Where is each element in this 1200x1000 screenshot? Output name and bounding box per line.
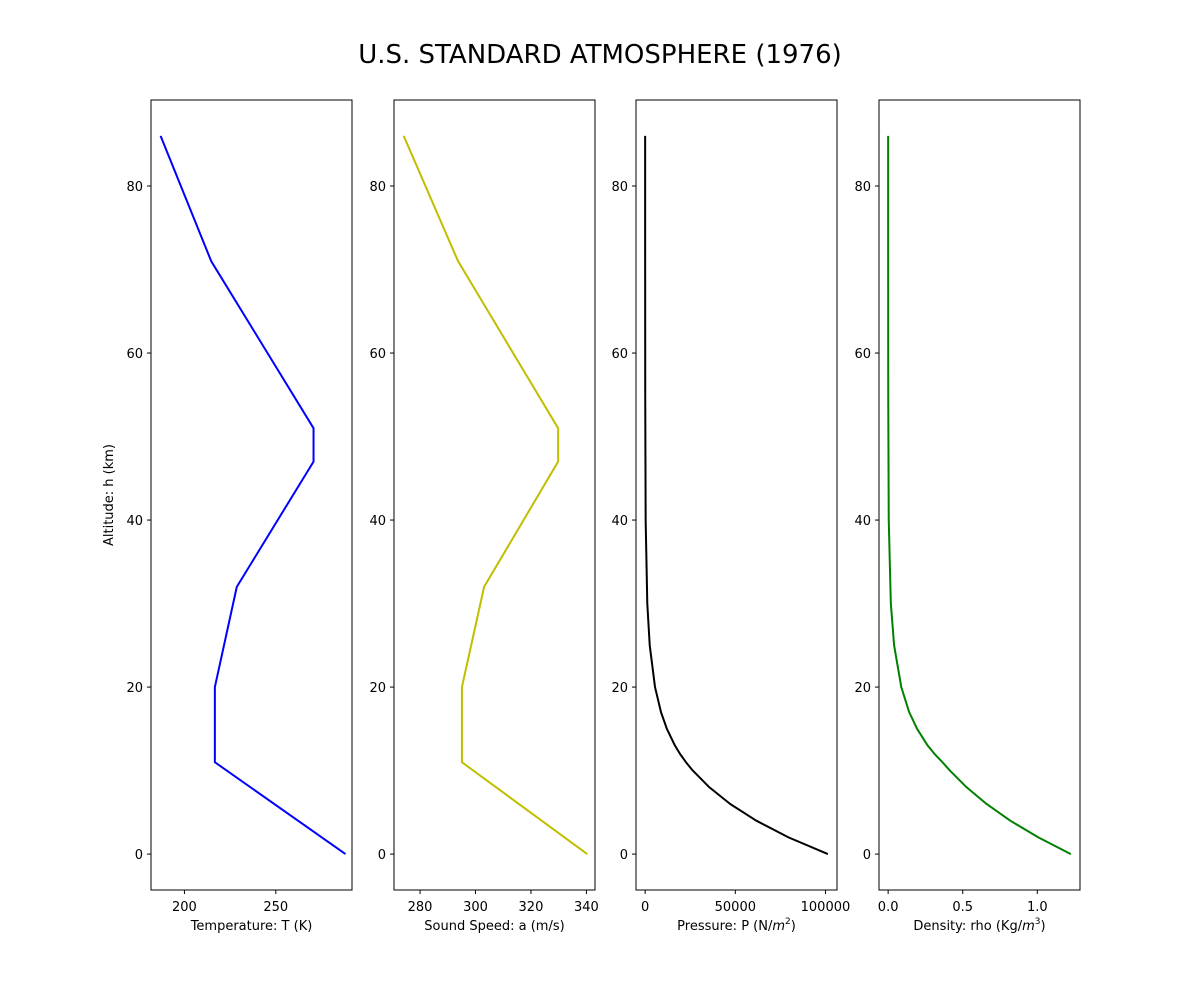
subplot-sound_speed: 280 300 320 340 0 20 40 60 80 Sound Speed: a (m/s… bbox=[369, 99, 599, 934]
sound_speed-y-tick-label: 80 bbox=[369, 180, 386, 195]
pressure-series-line bbox=[644, 135, 829, 856]
density-x-tick-label: 1.0 bbox=[1027, 900, 1048, 915]
sound_speed-x-tick-label: 340 bbox=[574, 900, 599, 915]
pressure-y-tick-label: 40 bbox=[611, 514, 628, 529]
density-y-tick-label: 20 bbox=[854, 681, 871, 696]
temperature-x-axis-label: Temperature: T (K) bbox=[190, 919, 313, 934]
subplot-temperature: 200 250 0 20 40 60 80 Temperature: T (K) Altitud… bbox=[102, 99, 353, 934]
pressure-x-tick-label: 100000 bbox=[801, 900, 851, 915]
temperature-y-axis-label: Altitude: h (km) bbox=[102, 444, 117, 546]
sound_speed-series-line bbox=[402, 135, 588, 855]
temperature-x-tick-label: 250 bbox=[263, 900, 288, 915]
temperature-x-tick-label: 200 bbox=[172, 900, 197, 915]
pressure-y-tick-label: 60 bbox=[611, 347, 628, 362]
temperature-y-tick-label: 80 bbox=[126, 180, 143, 195]
density-y-tick-label: 40 bbox=[854, 514, 871, 529]
sound_speed-x-tick-label: 300 bbox=[463, 900, 488, 915]
sound_speed-x-tick-label: 320 bbox=[519, 900, 544, 915]
sound_speed-x-axis-label: Sound Speed: a (m/s) bbox=[424, 919, 564, 934]
density-axes-frame bbox=[878, 99, 1081, 891]
temperature-y-tick-label: 40 bbox=[126, 514, 143, 529]
pressure-y-tick-label: 0 bbox=[620, 848, 628, 863]
density-series-line bbox=[887, 135, 1072, 855]
temperature-y-tick-label: 20 bbox=[126, 681, 143, 696]
sound_speed-y-tick-label: 40 bbox=[369, 514, 386, 529]
density-x-tick-label: 0.5 bbox=[952, 900, 973, 915]
density-y-tick-label: 80 bbox=[854, 180, 871, 195]
sound_speed-y-tick-label: 0 bbox=[378, 848, 386, 863]
sound_speed-y-tick-label: 20 bbox=[369, 681, 386, 696]
subplot-density: 0.0 0.5 1.0 0 20 40 60 80 Density: rho (Kg/m3) bbox=[854, 99, 1081, 934]
pressure-y-tick-label: 20 bbox=[611, 681, 628, 696]
density-y-tick-label: 0 bbox=[863, 848, 871, 863]
temperature-y-tick-label: 0 bbox=[135, 848, 143, 863]
pressure-x-tick-label: 0 bbox=[641, 900, 649, 915]
temperature-axes-frame bbox=[150, 99, 353, 891]
subplot-pressure: 0 50000 100000 0 20 40 60 80 Pressure: P (N/m2) bbox=[611, 99, 851, 934]
sound_speed-axes-frame bbox=[393, 99, 596, 891]
density-x-axis-label: Density: rho (Kg/m3) bbox=[913, 917, 1045, 934]
pressure-y-tick-label: 80 bbox=[611, 180, 628, 195]
density-y-tick-label: 60 bbox=[854, 347, 871, 362]
sound_speed-y-tick-label: 60 bbox=[369, 347, 386, 362]
temperature-y-tick-label: 60 bbox=[126, 347, 143, 362]
sound_speed-x-tick-label: 280 bbox=[408, 900, 433, 915]
density-x-tick-label: 0.0 bbox=[878, 900, 899, 915]
pressure-x-tick-label: 50000 bbox=[715, 900, 756, 915]
pressure-x-axis-label: Pressure: P (N/m2) bbox=[677, 917, 796, 934]
pressure-axes-frame bbox=[635, 99, 838, 891]
figure-title: U.S. STANDARD ATMOSPHERE (1976) bbox=[358, 40, 842, 70]
temperature-series-line bbox=[159, 135, 347, 855]
